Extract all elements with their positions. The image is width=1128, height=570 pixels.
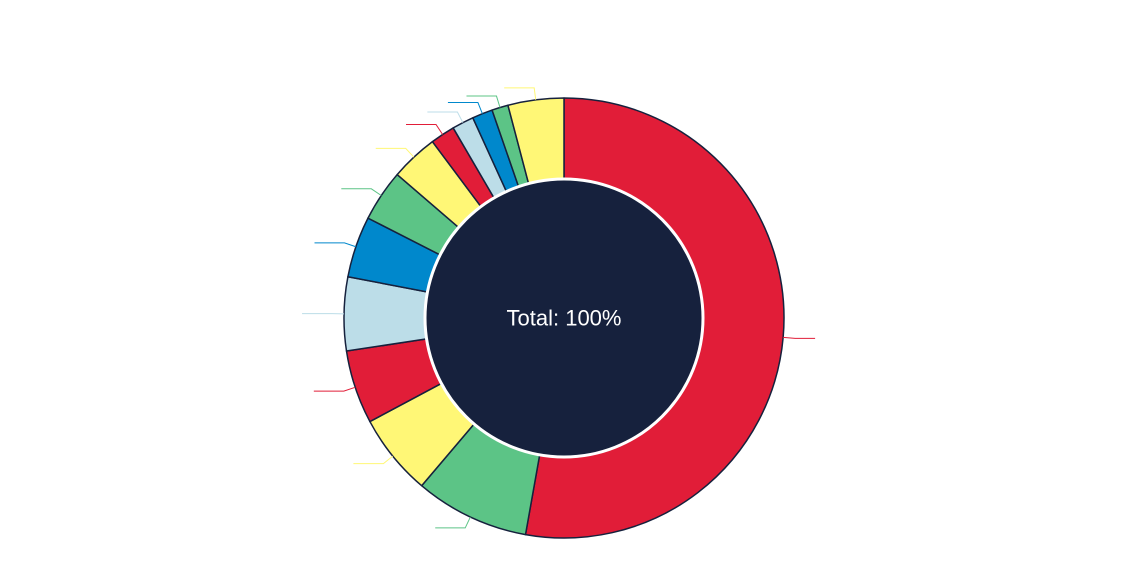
leader-line-3 [353,455,394,465]
leader-line-8 [375,147,415,158]
leader-line-1 [783,336,816,339]
leader-line-10 [427,111,464,123]
leader-line-6 [314,242,357,248]
leader-lines-layer [302,87,816,529]
leader-line-11 [447,102,483,114]
leader-line-4 [313,386,356,392]
donut-center-circle [423,177,705,459]
donut-center-label: Total: 100% [507,306,622,331]
leader-line-7 [341,188,382,196]
leader-line-9 [406,123,444,135]
leader-line-12 [466,95,501,108]
leader-line-13 [504,87,537,100]
leader-line-2 [435,516,471,529]
